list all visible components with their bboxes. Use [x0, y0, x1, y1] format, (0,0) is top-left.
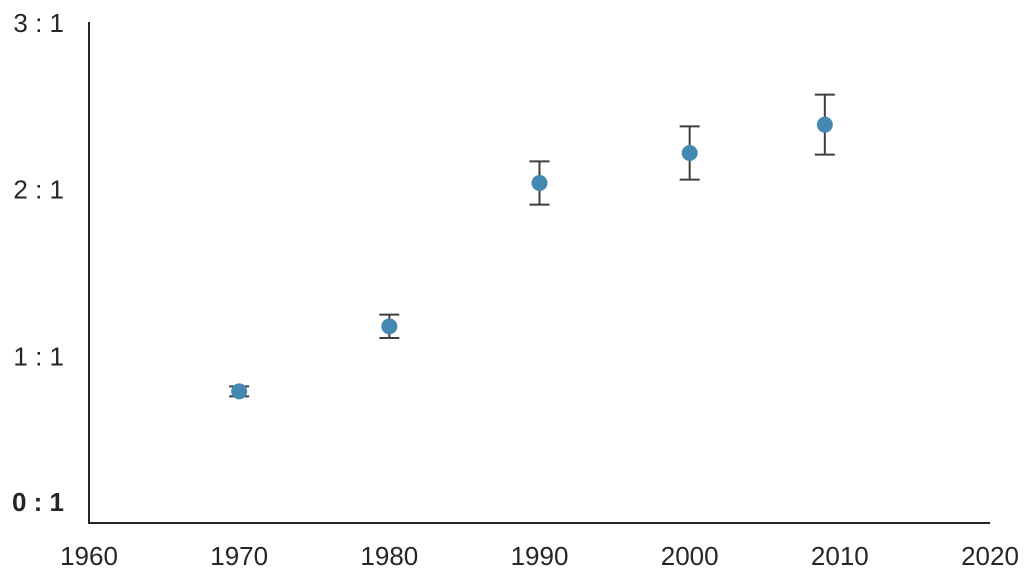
y-tick-label: 2 : 1 [13, 175, 64, 205]
x-tick-label: 1960 [60, 541, 118, 571]
y-tick-label: 3 : 1 [13, 8, 64, 38]
y-tick-label: 1 : 1 [13, 341, 64, 371]
x-tick-label: 2000 [661, 541, 719, 571]
x-tick-label: 1980 [360, 541, 418, 571]
x-tick-label: 2020 [961, 541, 1019, 571]
data-point-marker [681, 145, 698, 161]
data-point-marker [231, 383, 248, 400]
y-tick-label: 0 : 1 [12, 487, 64, 517]
data-point-marker [531, 175, 548, 191]
x-tick-label: 1990 [511, 541, 569, 571]
data-point-marker [381, 318, 398, 335]
data-point-marker [816, 116, 833, 133]
x-tick-label: 1970 [210, 541, 268, 571]
x-tick-label: 2010 [811, 541, 869, 571]
